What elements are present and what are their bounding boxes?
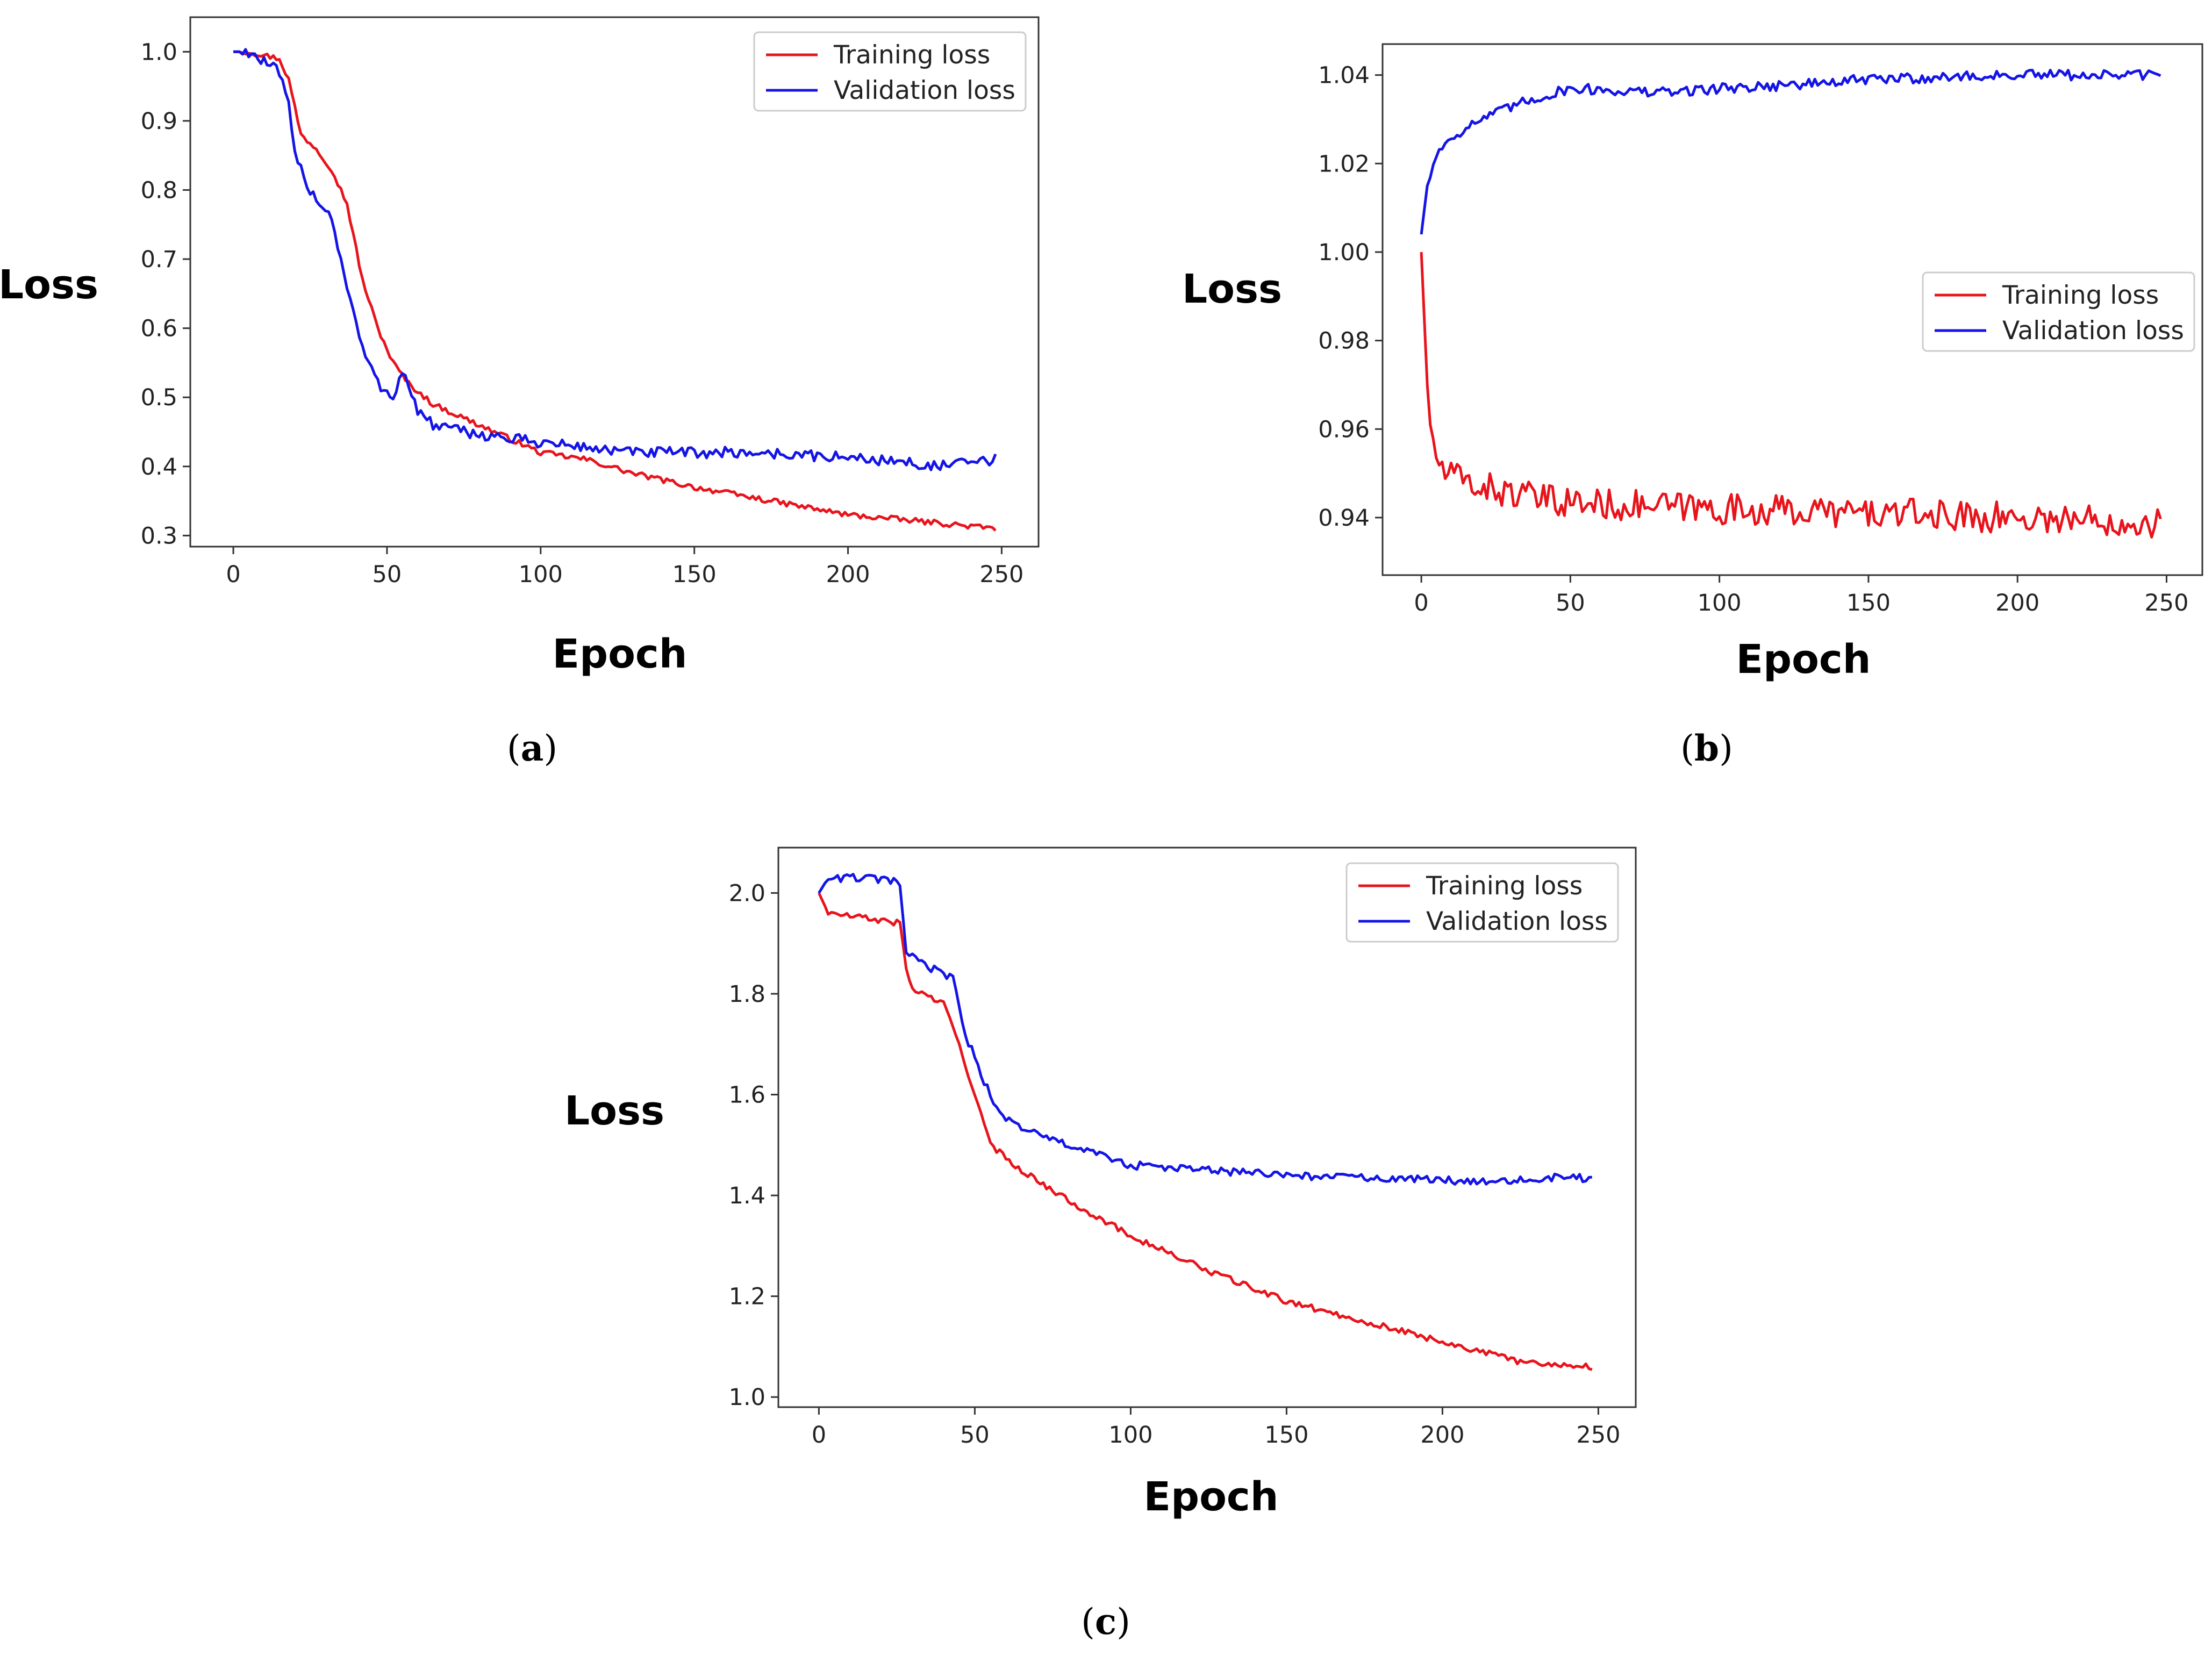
y-tick-label: 0.9	[141, 108, 177, 135]
panel-b: Loss Epoch (b) 0 50 100 150 200 250 0.94 0.96 0.…	[1182, 43, 2203, 769]
y-tick-label: 1.04	[1318, 62, 1370, 89]
x-tick-label: 50	[373, 561, 402, 588]
x-tick-label: 150	[672, 561, 717, 588]
y-tick-label: 0.98	[1318, 328, 1370, 355]
y-tick-label: 1.8	[729, 981, 765, 1008]
x-tick-label: 0	[226, 561, 240, 588]
series-line-validation-loss	[818, 873, 1592, 1186]
legend: Training loss Validation loss	[753, 31, 1027, 112]
legend-entry: Training loss	[833, 40, 990, 70]
y-tick-label: 0.5	[141, 384, 177, 411]
x-tick-label: 200	[1995, 590, 2039, 616]
x-tick-label: 50	[960, 1422, 990, 1449]
x-axis-label: Epoch	[553, 631, 688, 677]
x-tick-label: 200	[1420, 1422, 1464, 1449]
x-tick-label: 250	[979, 561, 1023, 588]
series-line-validation-loss	[233, 48, 997, 471]
y-axis-label: Loss	[564, 1088, 664, 1134]
legend-entry: Training loss	[1426, 871, 1583, 901]
y-tick-label: 1.0	[141, 39, 177, 66]
panel-label-a: (a)	[507, 727, 557, 769]
y-tick-label: 0.96	[1318, 416, 1370, 443]
legend-entry: Validation loss	[834, 76, 1015, 105]
legend: Training loss Validation loss	[1345, 862, 1619, 943]
x-tick-label: 0	[812, 1422, 826, 1449]
x-tick-label: 100	[519, 561, 563, 588]
legend-box	[753, 31, 1027, 112]
y-tick-label: 0.8	[141, 177, 177, 204]
legend-box	[1345, 862, 1619, 943]
y-tick-label: 1.6	[729, 1082, 765, 1109]
y-tick-label: 1.00	[1318, 239, 1370, 266]
panel-label-letter: a	[521, 727, 544, 769]
y-tick-label: 0.7	[141, 246, 177, 273]
legend-entry: Validation loss	[1426, 907, 1608, 936]
x-tick-label: 50	[1556, 590, 1585, 616]
panel-label-letter: b	[1694, 727, 1719, 769]
x-tick-label: 250	[1576, 1422, 1620, 1449]
panel-c: Loss Epoch (c) 0 50 100 150 200 250 1.0 1.2 1.4 1…	[564, 847, 1637, 1643]
x-tick-label: 150	[1846, 590, 1891, 616]
legend: Training loss Validation loss	[1922, 271, 2195, 352]
x-tick-label: 0	[1414, 590, 1428, 616]
x-tick-label: 250	[2144, 590, 2188, 616]
panel-label-letter: c	[1095, 1601, 1116, 1643]
y-tick-label: 1.4	[729, 1182, 765, 1209]
series-line-training-loss	[233, 50, 997, 532]
panel-label-b: (b)	[1680, 727, 1733, 769]
y-tick-label: 0.3	[141, 522, 177, 549]
x-tick-label: 100	[1108, 1422, 1152, 1449]
legend-entry: Validation loss	[2002, 316, 2184, 346]
x-tick-label: 200	[826, 561, 870, 588]
panel-label-c: (c)	[1081, 1601, 1130, 1643]
y-tick-label: 0.6	[141, 316, 177, 342]
y-tick-label: 1.2	[729, 1284, 765, 1310]
series-line-training-loss	[1420, 252, 2162, 539]
series-line-validation-loss	[1420, 69, 2161, 235]
legend-box	[1922, 271, 2195, 352]
y-tick-label: 0.94	[1318, 505, 1370, 532]
x-axis-label: Epoch	[1736, 636, 1871, 683]
y-tick-label: 2.0	[729, 880, 765, 907]
series-line-training-loss	[818, 892, 1593, 1371]
legend-entry: Training loss	[2002, 281, 2159, 310]
y-tick-label: 0.4	[141, 454, 177, 481]
y-axis-label: Loss	[0, 262, 98, 308]
x-tick-label: 100	[1698, 590, 1742, 616]
panel-a: Loss Epoch (a) 0 50 100 150 200 250 0.3 0.4 0.5 0…	[0, 16, 1040, 769]
x-axis-label: Epoch	[1144, 1474, 1279, 1520]
x-tick-label: 150	[1264, 1422, 1308, 1449]
y-tick-label: 1.0	[729, 1384, 765, 1411]
y-tick-label: 1.02	[1318, 150, 1370, 177]
y-axis-label: Loss	[1182, 266, 1282, 312]
